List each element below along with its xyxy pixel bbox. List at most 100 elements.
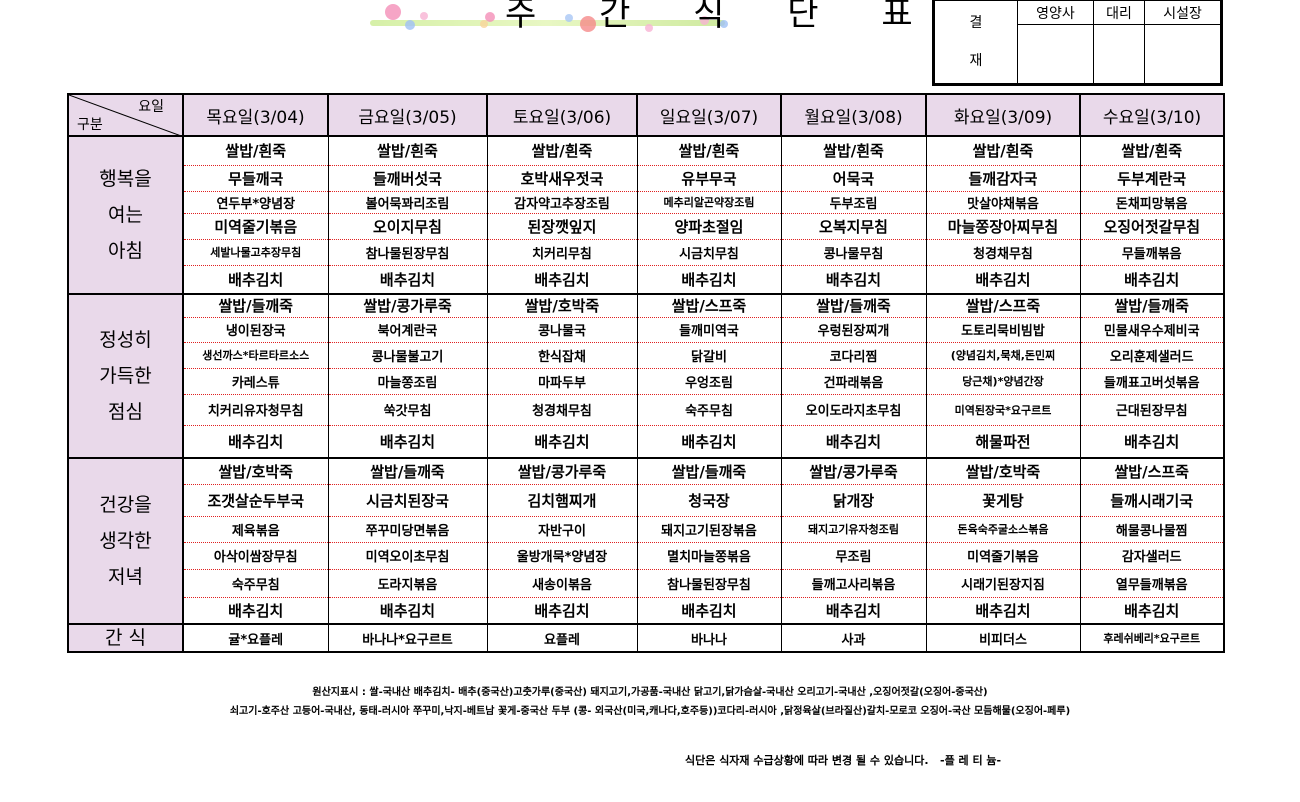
signature-box[interactable] — [1092, 24, 1146, 84]
meal-label-line: 정성히 — [99, 329, 152, 351]
menu-row: 정성히 가득한 점심 쌀밥/들깨죽 쌀밥/콩가루죽 쌀밥/호박죽 쌀밥/스프죽 쌀밥/들깨죽 쌀… — [67, 293, 1225, 459]
menu-item: 근대된장무침 — [1079, 394, 1225, 426]
menu-item: 배추김치 — [925, 265, 1081, 295]
menu-item: 자반구이 — [486, 516, 638, 543]
menu-item: 배추김치 — [486, 265, 638, 295]
approval-role: 영양사 — [1017, 0, 1094, 25]
menu-item: 쌀밥/들깨죽 — [1079, 294, 1225, 318]
menu-item: 사과 — [780, 624, 927, 653]
menu-item: 울방개묵*양념장 — [486, 542, 638, 570]
flower-icon — [720, 20, 728, 28]
menu-item: 바나나 — [636, 624, 782, 653]
menu-row: 생선까스*타르타르소스 콩나물불고기 한식잡채 닭갈비 코다리찜 (양념김치,묵채,돈민찌… — [68, 342, 1225, 369]
menu-item: 도라지볶음 — [327, 569, 488, 598]
menu-item: 돼지고기유자청조림 — [780, 516, 927, 543]
menu-item: 쌀밥/스프죽 — [925, 294, 1081, 318]
meal-label: 행복을 여는 아침 — [67, 135, 184, 295]
menu-item: 배추김치 — [182, 597, 329, 625]
menu-item: 메추리알곤약장조림 — [636, 191, 782, 214]
menu-row: 냉이된장국 북어계란국 콩나물국 들깨미역국 우렁된장찌개 도토리묵비빔밥 민물새우수제비국 — [68, 317, 1225, 343]
menu-item: 배추김치 — [182, 265, 329, 295]
day-header: 일요일(3/07) — [636, 93, 782, 137]
menu-item: 바나나*요구르트 — [327, 624, 488, 653]
menu-item: 감자약고추장조림 — [486, 191, 638, 214]
menu-item: 코다리찜 — [780, 342, 927, 369]
menu-item: 오복지무침 — [780, 213, 927, 240]
menu-row: 세발나물고추장무침 참나물된장무침 치커리무침 시금치무침 콩나물무침 청경채무침 무들깨볶… — [68, 239, 1225, 266]
menu-row: 연두부*양념장 볼어묵꽈리조림 감자약고추장조림 메추리알곤약장조림 두부조림 맛살야채볶… — [68, 191, 1225, 214]
menu-item: 치커리무침 — [486, 239, 638, 266]
approval-role: 시설장 — [1144, 0, 1221, 25]
menu-item: 시금치무침 — [636, 239, 782, 266]
approval-label-bottom: 재 — [969, 53, 983, 69]
menu-row: 아삭이쌈장무침 미역오이초무침 울방개묵*양념장 멸치마늘쫑볶음 무조림 미역줄기볶음 감자… — [68, 542, 1225, 570]
menu-item: 호박새우젓국 — [486, 165, 638, 192]
table-corner-header: 요일 구분 — [67, 93, 184, 137]
flower-icon — [405, 20, 415, 30]
meal-label-line: 생각한 — [99, 530, 152, 552]
day-header: 토요일(3/06) — [486, 93, 638, 137]
approval-box: 결 재 영양사 대리 시설장 — [932, 0, 1223, 86]
menu-item: 쌀밥/들깨죽 — [780, 294, 927, 318]
menu-item: 쌀밥/스프죽 — [636, 294, 782, 318]
menu-item: 들깨미역국 — [636, 317, 782, 343]
menu-item: 민물새우수제비국 — [1079, 317, 1225, 343]
menu-item: 돈육숙주굴소스볶음 — [925, 516, 1081, 543]
approval-label: 결 재 — [934, 0, 1018, 84]
menu-item: 조갯살순두부국 — [182, 484, 329, 517]
menu-item: 쌀밥/들깨죽 — [636, 458, 782, 485]
menu-item: 닭개장 — [780, 484, 927, 517]
menu-item: (양념김치,묵채,돈민찌 — [925, 342, 1081, 369]
menu-item: 청경채무침 — [486, 394, 638, 426]
diagonal-line — [70, 96, 178, 134]
menu-item: 배추김치 — [925, 597, 1081, 625]
menu-item: 숙주무침 — [182, 569, 329, 598]
menu-item: 유부무국 — [636, 165, 782, 192]
menu-item: 우엉조림 — [636, 368, 782, 395]
menu-item: 된장깻잎지 — [486, 213, 638, 240]
signature-box[interactable] — [1017, 24, 1094, 84]
weekly-menu-table: 요일 구분 목요일(3/04) 금요일(3/05) 토요일(3/06) 일요일(3/0… — [67, 93, 1225, 653]
menu-item: 쌀밥/콩가루죽 — [486, 458, 638, 485]
menu-item: 쌀밥/호박죽 — [182, 458, 329, 485]
menu-item: 쌀밥/콩가루죽 — [327, 294, 488, 318]
meal-label-line: 저녁 — [108, 566, 143, 588]
menu-row: 미역줄기볶음 오이지무침 된장깻잎지 양파초절임 오복지무침 마늘쫑장아찌무침 오징어젓갈무… — [68, 213, 1225, 240]
signature-box[interactable] — [1144, 24, 1221, 84]
menu-row: 행복을 여는 아침 쌀밥/흰죽 쌀밥/흰죽 쌀밥/흰죽 쌀밥/흰죽 쌀밥/흰죽 쌀밥/흰죽 쌀밥/… — [67, 135, 1225, 295]
approval-role: 대리 — [1092, 0, 1146, 25]
menu-row: 카레스튜 마늘쫑조림 마파두부 우엉조림 건파래볶음 당근채)*양념간장 들깨표고버섯볶음 — [68, 368, 1225, 395]
menu-item: 쌀밥/흰죽 — [780, 136, 927, 166]
menu-item: 들깨표고버섯볶음 — [1079, 368, 1225, 395]
flower-icon — [565, 14, 573, 22]
menu-row: 배추김치 배추김치 배추김치 배추김치 배추김치 배추김치 배추김치 — [68, 597, 1225, 625]
menu-item: 냉이된장국 — [182, 317, 329, 343]
flower-garland-decoration — [370, 20, 725, 26]
menu-item: 숙주무침 — [636, 394, 782, 426]
flower-icon — [700, 16, 709, 25]
menu-item: 배추김치 — [1079, 425, 1225, 459]
menu-item: 미역오이초무침 — [327, 542, 488, 570]
menu-row: 치커리유자청무침 쑥갓무침 청경채무침 숙주무침 오이도라지초무침 미역된장국*요구르트 근… — [68, 394, 1225, 426]
menu-item: 미역줄기볶음 — [182, 213, 329, 240]
menu-item: 두부계란국 — [1079, 165, 1225, 192]
menu-item: 열무들깨볶음 — [1079, 569, 1225, 598]
menu-item: 김치햄찌개 — [486, 484, 638, 517]
meal-label-line: 건강을 — [99, 494, 152, 516]
menu-item: 무들깨볶음 — [1079, 239, 1225, 266]
menu-item: 무들깨국 — [182, 165, 329, 192]
menu-item: 시래기된장지짐 — [925, 569, 1081, 598]
menu-item: 어묵국 — [780, 165, 927, 192]
page-title: 주 간 식 단 표 — [505, 0, 939, 34]
menu-item: 쌀밥/흰죽 — [1079, 136, 1225, 166]
flower-icon — [480, 20, 488, 28]
menu-item: 미역줄기볶음 — [925, 542, 1081, 570]
menu-item: 연두부*양념장 — [182, 191, 329, 214]
menu-item: 해물파전 — [925, 425, 1081, 459]
menu-item: 배추김치 — [1079, 597, 1225, 625]
menu-item: 양파초절임 — [636, 213, 782, 240]
menu-item: 쑥갓무침 — [327, 394, 488, 426]
meal-label-line: 점심 — [108, 401, 143, 423]
menu-item: 배추김치 — [636, 425, 782, 459]
menu-row: 배추김치 배추김치 배추김치 배추김치 배추김치 배추김치 배추김치 — [68, 265, 1225, 295]
